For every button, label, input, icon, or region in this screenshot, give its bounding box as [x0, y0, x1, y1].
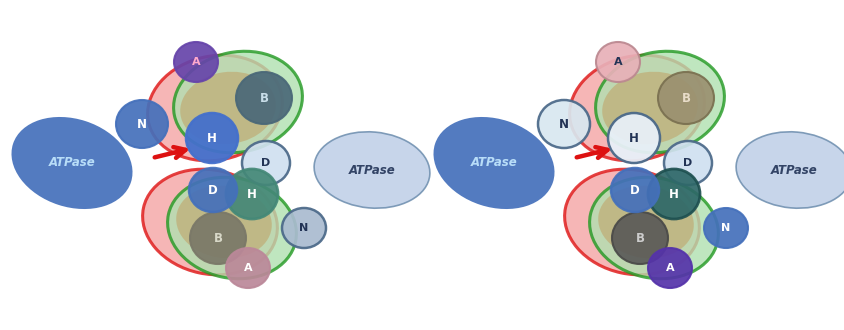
Ellipse shape — [647, 169, 699, 219]
Text: H: H — [668, 187, 678, 201]
Ellipse shape — [148, 55, 282, 161]
Ellipse shape — [657, 72, 713, 124]
Ellipse shape — [241, 141, 289, 185]
Text: ATPase: ATPase — [49, 156, 95, 170]
Text: H: H — [628, 131, 638, 145]
Ellipse shape — [598, 186, 693, 258]
Text: B: B — [214, 232, 222, 245]
Text: A: A — [613, 57, 621, 67]
Ellipse shape — [190, 212, 246, 264]
Ellipse shape — [735, 132, 844, 208]
Ellipse shape — [176, 186, 272, 258]
Text: H: H — [246, 187, 257, 201]
Ellipse shape — [663, 141, 711, 185]
Text: N: N — [299, 223, 308, 233]
Text: B: B — [635, 232, 644, 245]
Ellipse shape — [611, 212, 668, 264]
Text: D: D — [208, 183, 218, 196]
Ellipse shape — [602, 72, 697, 144]
Text: N: N — [137, 117, 147, 130]
Ellipse shape — [116, 100, 168, 148]
Text: A: A — [665, 263, 674, 273]
Ellipse shape — [180, 72, 275, 144]
Ellipse shape — [225, 248, 270, 288]
Text: ATPase: ATPase — [349, 163, 395, 177]
Ellipse shape — [225, 169, 278, 219]
Text: A: A — [243, 263, 252, 273]
Ellipse shape — [433, 117, 554, 209]
Text: D: D — [261, 158, 270, 168]
Ellipse shape — [608, 113, 659, 163]
Ellipse shape — [235, 72, 292, 124]
Ellipse shape — [314, 132, 430, 208]
Text: H: H — [207, 131, 217, 145]
Ellipse shape — [189, 168, 236, 212]
Text: ATPase: ATPase — [770, 163, 816, 177]
Text: B: B — [259, 91, 268, 105]
Ellipse shape — [647, 248, 691, 288]
Ellipse shape — [282, 208, 326, 248]
Ellipse shape — [569, 55, 704, 161]
Ellipse shape — [595, 42, 639, 82]
Ellipse shape — [610, 168, 658, 212]
Ellipse shape — [12, 117, 133, 209]
Ellipse shape — [564, 169, 699, 275]
Ellipse shape — [167, 177, 296, 279]
Ellipse shape — [186, 113, 238, 163]
Ellipse shape — [703, 208, 747, 248]
Text: B: B — [681, 91, 690, 105]
Text: A: A — [192, 57, 200, 67]
Text: D: D — [683, 158, 692, 168]
Ellipse shape — [589, 177, 717, 279]
Ellipse shape — [143, 169, 277, 275]
Text: N: N — [721, 223, 730, 233]
Ellipse shape — [174, 42, 218, 82]
Text: N: N — [559, 117, 568, 130]
Ellipse shape — [173, 51, 302, 153]
Ellipse shape — [595, 51, 723, 153]
Text: D: D — [630, 183, 639, 196]
Text: ATPase: ATPase — [470, 156, 517, 170]
Ellipse shape — [538, 100, 589, 148]
